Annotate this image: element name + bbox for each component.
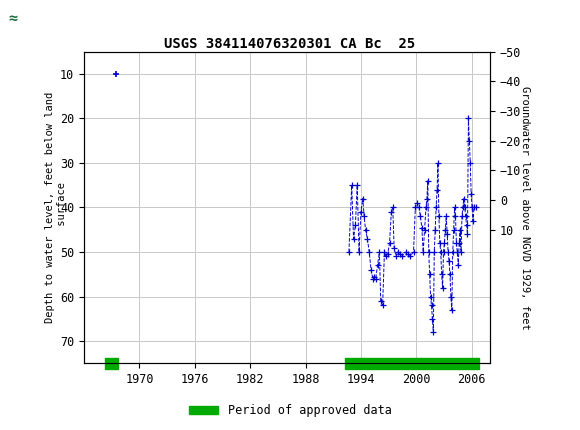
FancyBboxPatch shape: [6, 3, 64, 35]
Text: USGS 384114076320301 CA Bc  25: USGS 384114076320301 CA Bc 25: [164, 37, 416, 51]
Y-axis label: Depth to water level, feet below land
 surface: Depth to water level, feet below land su…: [45, 92, 67, 323]
Text: ≈: ≈: [9, 12, 18, 26]
Y-axis label: Groundwater level above NGVD 1929, feet: Groundwater level above NGVD 1929, feet: [520, 86, 530, 329]
Legend: Period of approved data: Period of approved data: [184, 399, 396, 422]
Text: USGS: USGS: [70, 12, 106, 26]
